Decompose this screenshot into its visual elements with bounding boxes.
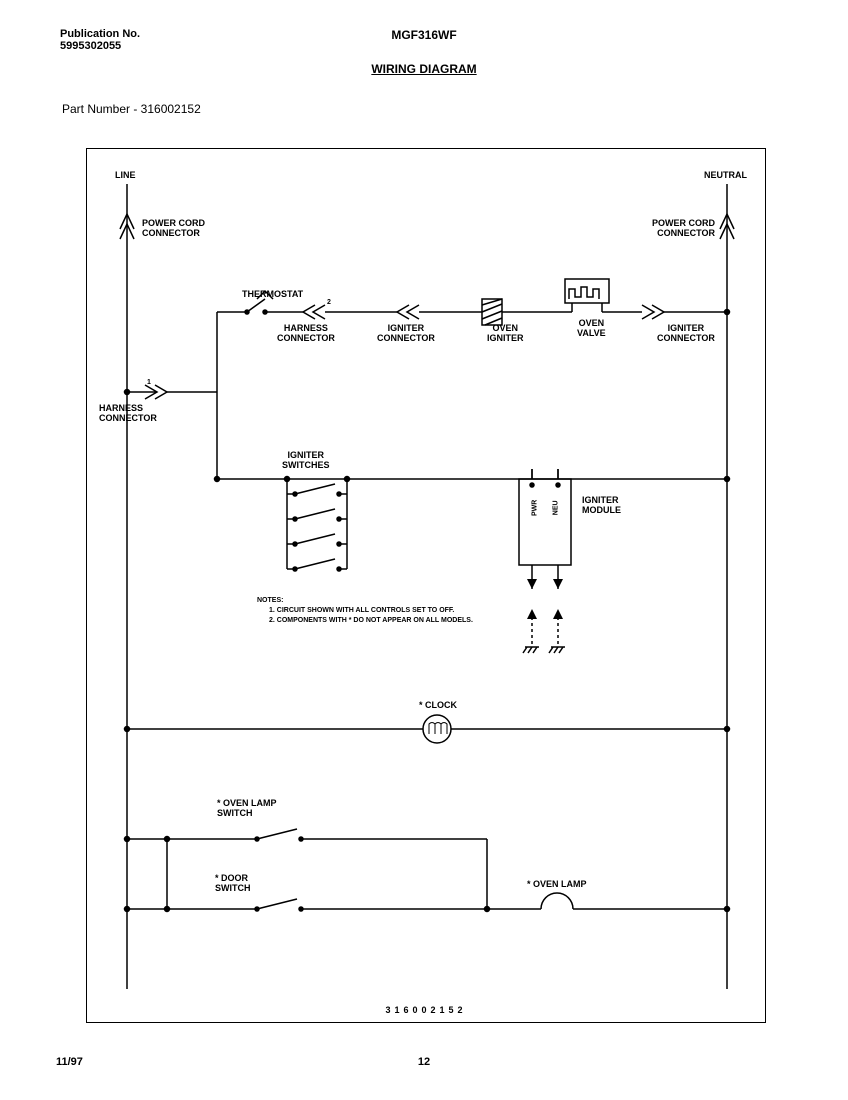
diagram-title: WIRING DIAGRAM xyxy=(0,62,848,76)
footer-page: 12 xyxy=(0,1056,848,1068)
wiring-svg xyxy=(87,149,767,1024)
diagram-frame: LINE NEUTRAL POWER CORDCONNECTOR POWER C… xyxy=(86,148,766,1023)
model-number: MGF316WF xyxy=(0,28,848,42)
part-number: Part Number - 316002152 xyxy=(62,102,201,116)
page: Publication No. 5995302055 MGF316WF WIRI… xyxy=(0,0,848,1100)
